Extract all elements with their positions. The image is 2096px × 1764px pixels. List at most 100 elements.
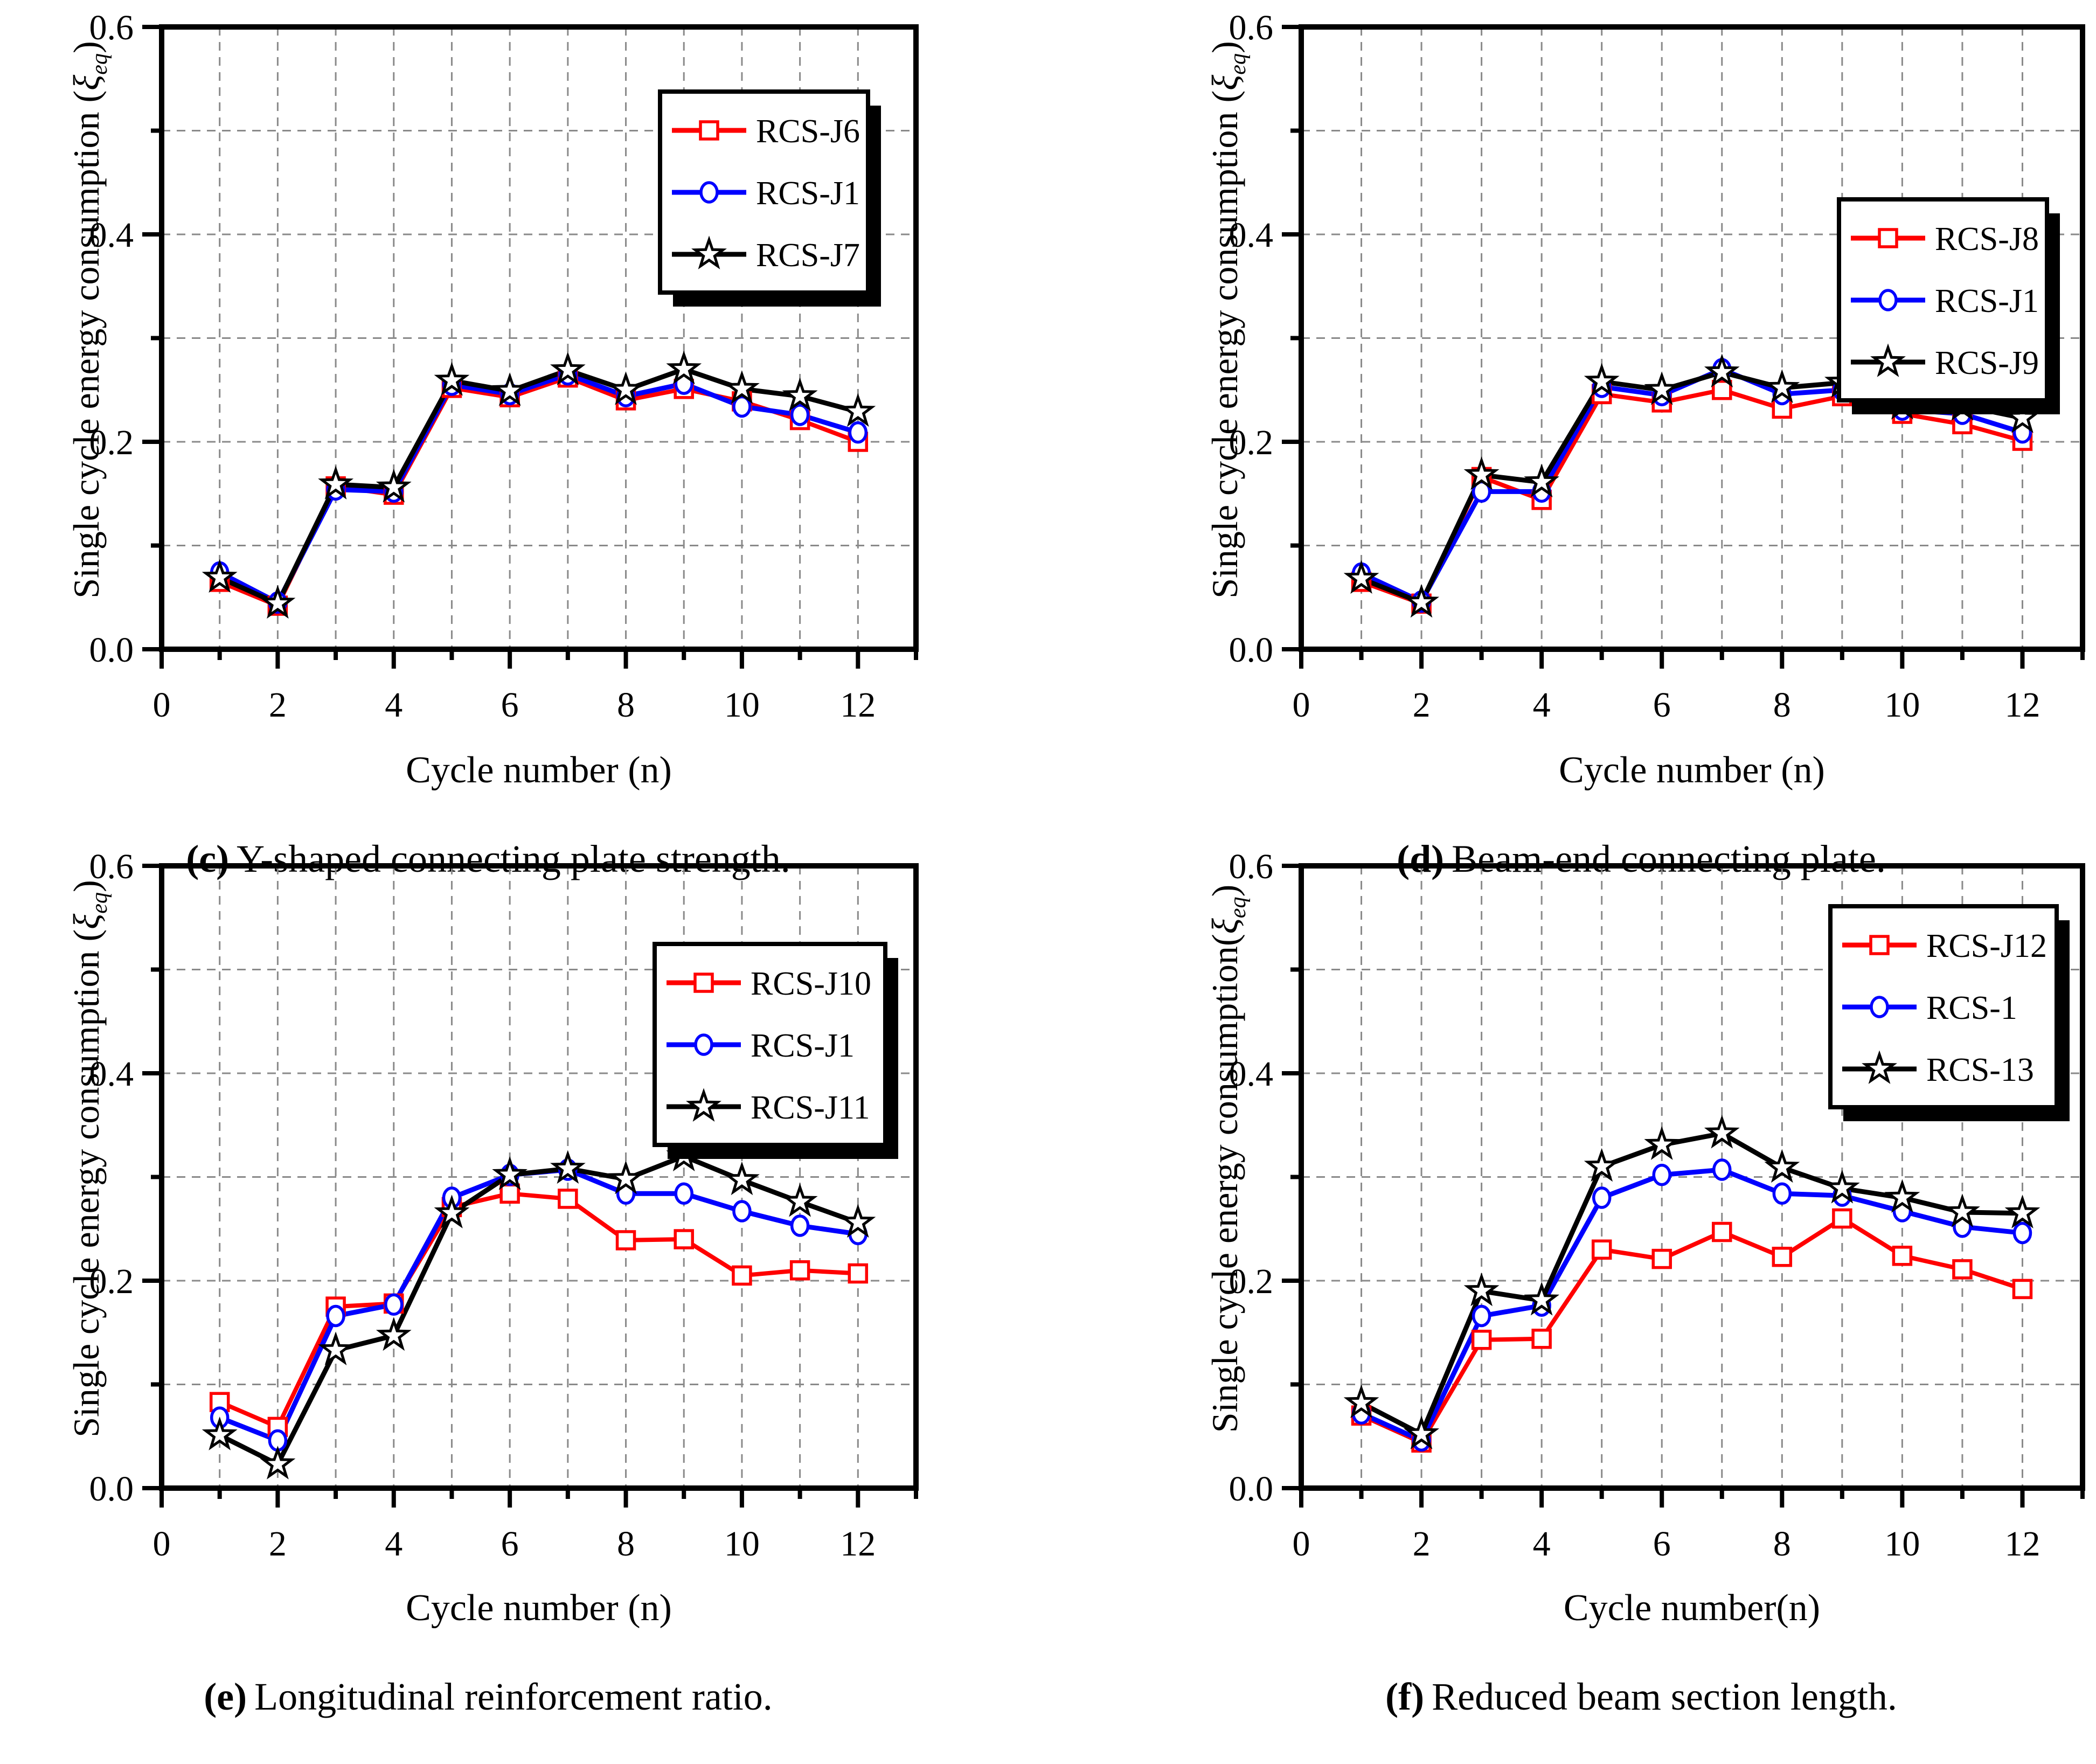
marker-square-RCS-J12 [1892, 1246, 1913, 1266]
marker-square-RCS-J10 [674, 1229, 694, 1249]
xi-subscript: eq [86, 892, 112, 914]
series-markers-RCS-J1 [210, 1158, 868, 1452]
marker-square-RCS-J10 [848, 1263, 869, 1284]
marker-star-RCS-J7 [260, 585, 296, 619]
svg-text:2: 2 [269, 1524, 287, 1564]
marker-circle-RCS-1 [1712, 1158, 1732, 1181]
marker-star-RCS-J7 [376, 469, 412, 503]
marker-star-RCS-13 [1404, 1415, 1440, 1449]
marker-square-RCS-J12 [1772, 1246, 1793, 1267]
chart-e: 0 2 4 6 8 10 120.00.20.40.6RCS-J10RCS-J1RCS-J1… [89, 847, 919, 1564]
marker-star-RCS-J7 [202, 559, 238, 593]
x-axis-label-f: Cycle number(n) [1563, 1587, 1821, 1629]
legend-marker-RCS-1 [1870, 996, 1889, 1018]
y-axis-label-e: Single cycle energy consumption (ξeq) [23, 866, 155, 1488]
marker-star-RCS-J7 [782, 377, 818, 412]
svg-text:0.4: 0.4 [89, 216, 134, 255]
series-line-RCS-J7 [218, 366, 859, 606]
series-lines [218, 366, 859, 608]
svg-text:10: 10 [724, 1524, 760, 1564]
marker-circle-RCS-1 [1772, 1182, 1792, 1205]
legend-marker-RCS-13 [1862, 1050, 1897, 1084]
tick-labels: 0 2 4 6 8 10 12 0.0 0.2 0.4 0.6 [1229, 8, 2041, 725]
panel-c: 0 2 4 6 8 10 12 0.0 0.2 0.4 0.6 RCS-J6 RCS-J1 RCS-J7 … [0, 0, 1048, 880]
caption-e: (e) Longitudinal reinforcement ratio. [11, 1630, 927, 1764]
marker-star-RCS-13 [1524, 1282, 1560, 1316]
marker-square-RCS-J12 [1712, 1221, 1732, 1242]
caption-label-f: (f) [1385, 1675, 1425, 1718]
xi-subscript: eq [86, 53, 112, 75]
svg-text:6: 6 [501, 685, 519, 725]
marker-star-RCS-J7 [608, 371, 644, 405]
marker-star-RCS-J11 [434, 1194, 470, 1228]
marker-star-RCS-J7 [550, 351, 586, 386]
caption-text-e: Longitudinal reinforcement ratio. [254, 1675, 773, 1718]
marker-circle-RCS-1 [1472, 1304, 1491, 1328]
legend-marker-RCS-J12 [1869, 935, 1890, 955]
legend: RCS-J8 RCS-J1 RCS-J9 [1837, 197, 2060, 414]
marker-star-RCS-J9 [1463, 456, 1500, 490]
marker-star-RCS-13 [1463, 1272, 1500, 1307]
svg-text:0.0: 0.0 [89, 1469, 134, 1509]
svg-text:4: 4 [385, 685, 402, 725]
marker-square-RCS-J10 [615, 1230, 636, 1251]
svg-text:0.2: 0.2 [1229, 1262, 1274, 1301]
legend: RCS-J12 RCS-1 RCS-13 [1828, 904, 2070, 1121]
marker-star-RCS-J11 [260, 1446, 296, 1480]
svg-text:0: 0 [153, 685, 171, 725]
marker-star-RCS-J11 [550, 1150, 586, 1184]
svg-text:12: 12 [840, 685, 876, 725]
svg-text:0: 0 [1293, 1524, 1310, 1564]
axis-ticks [142, 864, 918, 1508]
marker-star-RCS-J9 [1404, 584, 1440, 618]
marker-star-RCS-J9 [1644, 371, 1680, 405]
svg-text:0.2: 0.2 [89, 1262, 134, 1301]
caption-label-d: (d) [1397, 837, 1445, 880]
panel-e: 0 2 4 6 8 10 12 0.0 0.2 0.4 0.6 RCS-J10 RCS-J1 RCS-J1… [0, 839, 1048, 1718]
y-axis-label-close: ) [1204, 884, 1245, 897]
marker-square-RCS-J12 [1832, 1208, 1852, 1229]
marker-star-RCS-13 [2004, 1194, 2041, 1228]
svg-text:0.6: 0.6 [1229, 847, 1274, 886]
xi-symbol: ξ [1204, 918, 1245, 934]
marker-star-RCS-13 [1343, 1384, 1379, 1419]
figure-page: { "page": {"background": "#FFFFFF"}, "co… [0, 0, 2085, 1718]
legend-label-RCS-13: RCS-13 [1926, 1052, 2034, 1088]
marker-star-RCS-J7 [724, 370, 760, 404]
svg-text:0: 0 [1293, 685, 1310, 725]
axis-ticks [1282, 864, 2085, 1508]
gridlines [1301, 27, 2083, 649]
marker-star-RCS-J11 [202, 1416, 238, 1450]
marker-star-RCS-J11 [318, 1331, 354, 1365]
svg-text:4: 4 [385, 1524, 402, 1564]
y-axis-label-close: ) [66, 880, 107, 892]
series-line-RCS-13 [1360, 1131, 2023, 1437]
legend-label-RCS-J1: RCS-J1 [1935, 283, 2039, 320]
marker-star-RCS-13 [1644, 1126, 1680, 1160]
marker-square-RCS-J12 [2012, 1279, 2033, 1300]
chart-c: 0 2 4 6 8 10 12 0.0 0.2 0.4 0.6 RCS-J6 RCS-J1 RCS-J7 [89, 8, 919, 725]
legend-label-RCS-J1: RCS-J1 [751, 1027, 855, 1064]
svg-text:0.2: 0.2 [1229, 423, 1274, 462]
marker-circle-RCS-J1 [732, 395, 752, 418]
x-axis-label-d: Cycle number (n) [1559, 749, 1825, 791]
caption-text-f: Reduced beam section length. [1432, 1675, 1897, 1718]
tick-labels: 0 2 4 6 8 10 12 0.0 0.2 0.4 0.6 [1229, 847, 2041, 1564]
y-axis-label-close: ) [66, 41, 107, 53]
svg-text:0.0: 0.0 [89, 630, 134, 670]
legend: RCS-J10 RCS-J1 RCS-J11 [653, 942, 898, 1159]
series-line-RCS-J1 [218, 372, 859, 605]
marker-star-RCS-J9 [1584, 363, 1620, 397]
svg-text:8: 8 [1773, 1524, 1791, 1564]
svg-text:0.6: 0.6 [1229, 8, 1274, 47]
caption-d: (d) Beam-end connecting plate. [1164, 792, 2080, 926]
marker-star-RCS-J9 [1524, 463, 1560, 498]
svg-text:0.4: 0.4 [1229, 216, 1274, 255]
axis-ticks [142, 25, 918, 669]
marker-circle-RCS-1 [1592, 1186, 1612, 1209]
xi-subscript: eq [1225, 53, 1251, 75]
marker-star-RCS-J11 [492, 1156, 528, 1190]
marker-star-RCS-13 [1704, 1114, 1740, 1149]
legend-label-RCS-J12: RCS-J12 [1926, 928, 2047, 964]
svg-text:0.0: 0.0 [1229, 1469, 1274, 1509]
